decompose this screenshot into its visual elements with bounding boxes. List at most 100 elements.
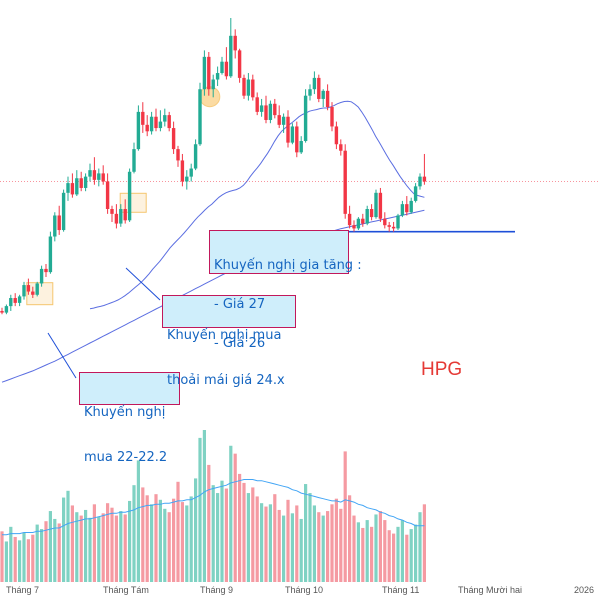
- candle-body: [251, 79, 255, 98]
- candle-body: [13, 298, 17, 303]
- volume-bar: [40, 529, 44, 582]
- volume-bar: [79, 515, 83, 582]
- volume-bar: [97, 516, 101, 582]
- volume-bar: [268, 504, 272, 582]
- callout-buy-24: Khuyến nghị mua thoải mái giá 24.x: [162, 295, 296, 388]
- volume-bar: [119, 511, 123, 582]
- candle-body: [211, 79, 215, 90]
- candles-layer: [0, 18, 427, 315]
- volume-bar: [57, 523, 61, 582]
- volume-bar: [383, 520, 387, 582]
- candle-body: [189, 168, 193, 177]
- candle-body: [154, 116, 158, 129]
- volume-bar: [277, 509, 281, 582]
- volume-bar: [238, 473, 242, 582]
- candle-body: [44, 268, 48, 273]
- volume-ma-line: [2, 479, 425, 536]
- candle-body: [180, 160, 185, 182]
- candle-body: [61, 192, 66, 231]
- x-tick-label: Tháng 7: [6, 585, 40, 595]
- volume-bar: [150, 504, 154, 582]
- callout-add-position: Khuyến nghị gia tăng : - Giá 27 - Giá 26: [209, 230, 362, 350]
- candle-body: [57, 215, 61, 231]
- candle-body: [149, 116, 154, 132]
- volume-bar: [145, 495, 149, 582]
- volume-bar: [348, 495, 352, 582]
- candle-body: [202, 56, 207, 90]
- candle-body: [145, 124, 149, 132]
- highlight-box-buy-24: [119, 192, 147, 213]
- ticker-label: HPG: [421, 359, 463, 380]
- volume-bar: [88, 517, 92, 582]
- candle-body: [418, 176, 422, 187]
- candle-body: [35, 283, 39, 295]
- candle-body: [53, 215, 57, 237]
- volume-bar: [132, 485, 136, 582]
- candle-body: [48, 236, 53, 273]
- volume-bar: [378, 511, 382, 582]
- callout-line: - Giá 26: [214, 336, 266, 351]
- candle-body: [361, 218, 365, 224]
- candle-body: [246, 79, 251, 96]
- volume-bar: [308, 493, 312, 582]
- callout-leader-buy-22: [47, 332, 77, 379]
- volume-bar: [31, 534, 35, 582]
- candle-body: [299, 141, 303, 153]
- candle-body: [136, 111, 141, 150]
- volume-bar: [13, 536, 17, 582]
- volume-bar: [304, 484, 308, 582]
- volume-bar: [339, 508, 343, 582]
- volume-bar: [387, 530, 391, 582]
- volume-bar: [70, 505, 74, 582]
- volume-bar: [264, 506, 268, 582]
- candle-body: [105, 181, 110, 209]
- candle-body: [101, 173, 105, 182]
- x-tick-label: Tháng 10: [285, 585, 324, 595]
- volume-bar: [136, 460, 140, 582]
- x-tick-label: Tháng 9: [200, 585, 234, 595]
- volume-bar: [282, 515, 286, 582]
- candle-body: [185, 176, 189, 182]
- callout-line: Khuyến nghị: [84, 405, 166, 420]
- volume-bar: [370, 526, 374, 582]
- volume-bar: [242, 482, 246, 582]
- callout-line: Khuyến nghị mua: [167, 328, 282, 343]
- volume-bar: [106, 503, 110, 582]
- candle-body: [383, 218, 387, 226]
- candle-body: [207, 56, 211, 90]
- volume-bar: [396, 526, 400, 582]
- volume-bar: [295, 505, 299, 582]
- candle-body: [39, 268, 44, 284]
- volume-bar: [194, 478, 198, 582]
- candle-body: [325, 90, 330, 108]
- candle-body: [378, 192, 383, 219]
- x-tick-label: 2026: [574, 585, 595, 595]
- candle-body: [215, 73, 220, 80]
- volume-bar: [343, 451, 347, 582]
- callout-leader-buy-24: [125, 267, 161, 301]
- candle-body: [119, 209, 123, 224]
- volume-bar: [35, 524, 39, 582]
- candle-body: [176, 149, 180, 161]
- volume-bar: [62, 497, 66, 582]
- candle-body: [308, 89, 312, 96]
- volume-bar: [26, 539, 30, 582]
- candle-body: [330, 107, 334, 127]
- volume-bar: [220, 480, 224, 582]
- volume-bar: [216, 493, 220, 582]
- candle-body: [264, 105, 268, 120]
- candle-body: [9, 298, 13, 307]
- volume-bar: [260, 503, 264, 582]
- candle-body: [123, 209, 127, 221]
- candle-body: [268, 103, 273, 120]
- volume-bar: [400, 520, 404, 582]
- volume-bar: [356, 522, 360, 582]
- candle-body: [303, 95, 308, 142]
- candle-body: [70, 183, 75, 195]
- candle-body: [237, 50, 242, 78]
- candle-body: [343, 150, 347, 214]
- volume-bar: [374, 514, 378, 582]
- candle-body: [114, 213, 119, 224]
- candle-body: [31, 291, 35, 295]
- volume-bar: [84, 509, 88, 582]
